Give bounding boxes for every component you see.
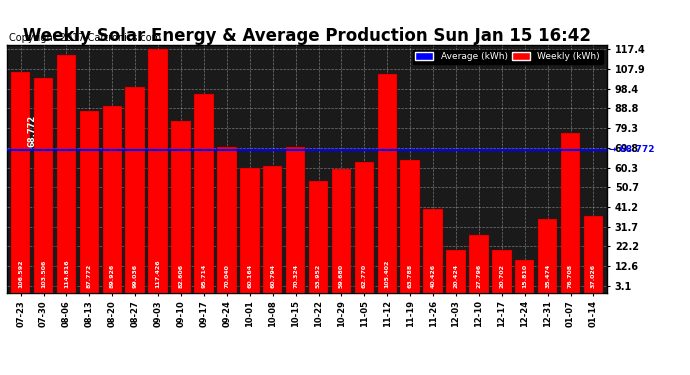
Text: 103.506: 103.506	[41, 260, 46, 288]
Text: 15.810: 15.810	[522, 264, 527, 288]
Text: Copyright 2017 Cartronics.com: Copyright 2017 Cartronics.com	[9, 33, 161, 44]
Bar	[11, 72, 30, 292]
Text: 106.592: 106.592	[18, 260, 23, 288]
Text: 20.702: 20.702	[500, 264, 504, 288]
Text: 62.770: 62.770	[362, 264, 367, 288]
Text: 117.426: 117.426	[156, 260, 161, 288]
Text: 37.026: 37.026	[591, 264, 596, 288]
Bar	[194, 94, 214, 292]
Text: 114.816: 114.816	[64, 260, 69, 288]
Bar	[79, 111, 99, 292]
Text: 40.426: 40.426	[431, 264, 435, 288]
Text: → 68.772: → 68.772	[609, 146, 655, 154]
Text: 82.606: 82.606	[179, 264, 184, 288]
Text: 60.794: 60.794	[270, 264, 275, 288]
Bar	[492, 250, 511, 292]
Bar	[148, 49, 168, 292]
Text: 27.796: 27.796	[476, 264, 482, 288]
Text: 68.772: 68.772	[28, 115, 37, 147]
Text: 87.772: 87.772	[87, 264, 92, 288]
Bar	[538, 219, 558, 292]
Text: 70.040: 70.040	[224, 264, 229, 288]
Text: 53.952: 53.952	[316, 264, 321, 288]
Text: 70.324: 70.324	[293, 264, 298, 288]
Bar	[446, 250, 466, 292]
Bar	[424, 209, 443, 292]
Bar	[217, 147, 237, 292]
Bar	[377, 74, 397, 292]
Bar	[515, 260, 535, 292]
Text: 99.036: 99.036	[132, 264, 138, 288]
Text: 35.474: 35.474	[545, 264, 550, 288]
Text: 105.402: 105.402	[385, 260, 390, 288]
Bar	[263, 166, 282, 292]
Text: 59.680: 59.680	[339, 264, 344, 288]
Text: 20.424: 20.424	[453, 264, 458, 288]
Bar	[400, 160, 420, 292]
Text: 63.788: 63.788	[408, 264, 413, 288]
Text: 76.708: 76.708	[568, 264, 573, 288]
Bar	[103, 106, 122, 292]
Bar	[286, 147, 306, 292]
Bar	[126, 87, 145, 292]
Bar	[308, 181, 328, 292]
Bar	[469, 235, 489, 292]
Bar	[584, 216, 603, 292]
Text: 60.164: 60.164	[247, 264, 253, 288]
Legend: Average (kWh), Weekly (kWh): Average (kWh), Weekly (kWh)	[413, 50, 602, 64]
Bar	[240, 168, 259, 292]
Bar	[561, 134, 580, 292]
Text: 95.714: 95.714	[201, 264, 206, 288]
Bar	[355, 162, 374, 292]
Title: Weekly Solar Energy & Average Production Sun Jan 15 16:42: Weekly Solar Energy & Average Production…	[23, 27, 591, 45]
Bar	[34, 78, 53, 292]
Bar	[57, 54, 76, 292]
Bar	[171, 121, 190, 292]
Text: 89.926: 89.926	[110, 264, 115, 288]
Bar	[332, 169, 351, 292]
